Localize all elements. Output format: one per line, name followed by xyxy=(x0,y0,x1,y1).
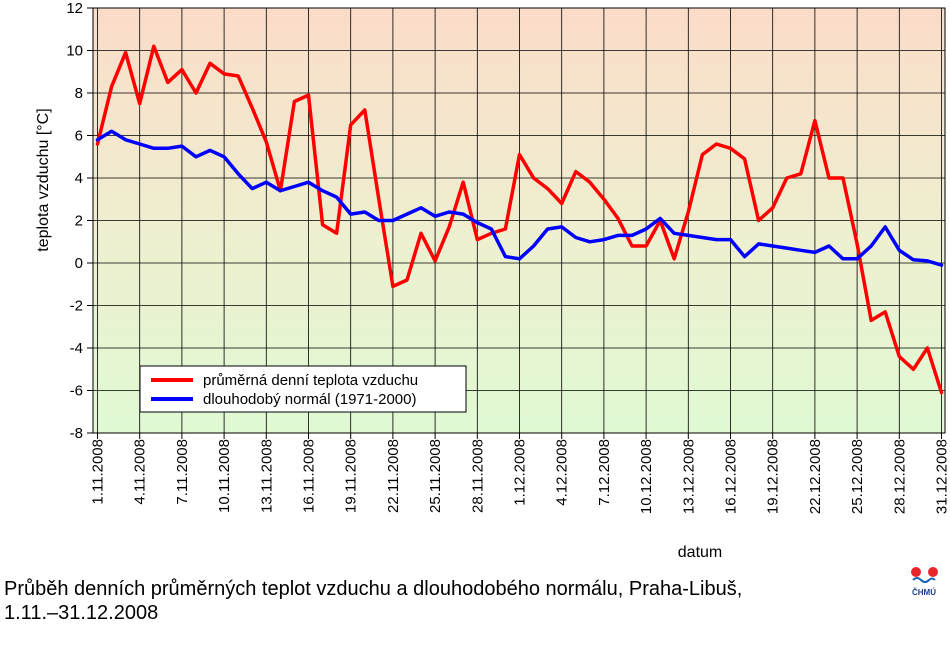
x-tick-label: 13.12.2008 xyxy=(680,439,697,514)
x-tick-label: 31.12.2008 xyxy=(934,439,950,514)
x-tick-label: 19.12.2008 xyxy=(765,439,782,514)
logo-text: ČHMÚ xyxy=(912,588,936,597)
x-tick-label: 1.11.2008 xyxy=(90,439,107,505)
x-tick-label: 7.12.2008 xyxy=(596,439,613,506)
y-tick-label: 6 xyxy=(75,128,83,145)
x-tick-label: 22.11.2008 xyxy=(385,439,402,513)
y-tick-label: -8 xyxy=(70,425,83,442)
y-tick-label: 10 xyxy=(66,43,83,60)
x-tick-label: 19.11.2008 xyxy=(343,439,360,513)
plot-border xyxy=(92,7,946,434)
x-tick-label: 10.12.2008 xyxy=(638,439,655,514)
y-axis-title: teplota vzduchu [°C] xyxy=(35,108,52,251)
caption-line-2: 1.11.–31.12.2008 xyxy=(4,602,159,624)
x-tick-label: 25.12.2008 xyxy=(849,439,866,514)
logo-dot-right xyxy=(928,567,938,577)
logo-wave xyxy=(912,577,936,583)
y-tick-label: 2 xyxy=(75,213,83,230)
x-axis-title: datum xyxy=(678,544,722,561)
x-tick-label: 4.11.2008 xyxy=(132,439,149,505)
x-tick-label: 4.12.2008 xyxy=(554,439,571,506)
y-tick-label: 8 xyxy=(75,85,83,102)
figure-caption: Průběh denních průměrných teplot vzduchu… xyxy=(4,577,944,625)
x-tick-label: 22.12.2008 xyxy=(807,439,824,514)
x-tick-label: 1.12.2008 xyxy=(512,439,529,506)
x-tick-label: 16.12.2008 xyxy=(723,439,740,514)
series-layer xyxy=(95,44,944,395)
legend: průměrná denní teplota vzduchu dlouhodob… xyxy=(139,365,467,413)
y-tick-label: -2 xyxy=(70,298,83,315)
caption-line-1: Průběh denních průměrných teplot vzduchu… xyxy=(4,578,743,600)
x-tick-label: 28.11.2008 xyxy=(469,439,486,513)
y-tick-label: 0 xyxy=(75,255,83,272)
y-tick-label: 12 xyxy=(66,0,83,17)
logo-dot-left xyxy=(911,567,921,577)
legend-box xyxy=(139,365,467,413)
y-tick-label: 4 xyxy=(75,170,83,187)
x-axis: 1.11.2008 4.11.2008 7.11.2008 10.11.2008 13.… xyxy=(90,433,950,514)
series-line-normal xyxy=(95,129,944,267)
chmu-logo: ČHMÚ xyxy=(911,567,938,597)
x-tick-label: 28.12.2008 xyxy=(891,439,908,514)
x-tick-label: 7.11.2008 xyxy=(174,439,191,505)
series-line-actual xyxy=(95,44,944,395)
x-tick-label: 16.11.2008 xyxy=(301,439,318,513)
x-tick-label: 25.11.2008 xyxy=(427,439,444,513)
y-tick-label: -4 xyxy=(70,340,83,357)
legend-label-actual: průměrná denní teplota vzduchu xyxy=(203,372,418,389)
legend-label-normal: dlouhodobý normál (1971-2000) xyxy=(203,391,416,408)
y-axis: -8 -6 -4 -2 0 2 4 6 8 10 12 xyxy=(66,0,93,442)
x-tick-label: 13.11.2008 xyxy=(258,439,275,513)
x-tick-label: 10.11.2008 xyxy=(216,439,233,513)
y-tick-label: -6 xyxy=(70,383,83,400)
